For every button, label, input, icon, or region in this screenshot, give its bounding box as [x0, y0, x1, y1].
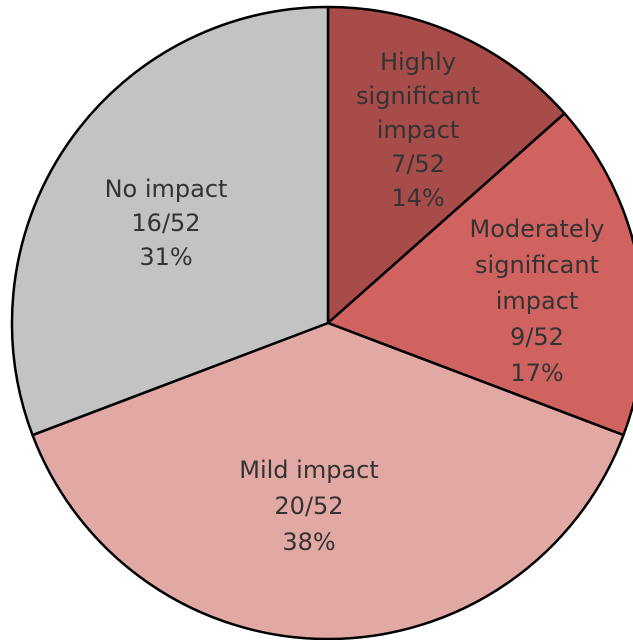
slice-label-line: 7/52 — [391, 150, 445, 178]
slice-label-line: 16/52 — [131, 209, 200, 237]
slice-label-line: Moderately — [469, 215, 604, 243]
pie-slice-mild-impact — [31, 321, 625, 640]
pie-slices — [10, 5, 633, 640]
slice-label-no-impact: No impact 16/52 31% — [105, 175, 228, 271]
slice-label-line: impact — [496, 287, 579, 315]
slice-label-line: significant — [356, 82, 480, 110]
slice-label-mild-impact: Mild impact 20/52 38% — [239, 456, 379, 556]
slice-label-line: 9/52 — [510, 323, 564, 351]
slice-label-line: Highly — [380, 48, 456, 76]
slice-label-line: 17% — [510, 359, 563, 387]
slice-label-highly-significant-impact: Highly significant impact 7/52 14% — [356, 48, 480, 212]
slice-label-line: 14% — [391, 184, 444, 212]
slice-label-line: 38% — [282, 528, 335, 556]
slice-label-line: 20/52 — [274, 492, 343, 520]
slice-label-line: 31% — [139, 243, 192, 271]
slice-label-moderately-significant-impact: Moderately significant impact 9/52 17% — [469, 215, 604, 387]
pie-slice-highly-significant-impact — [326, 5, 566, 325]
slice-label-line: No impact — [105, 175, 228, 203]
slice-label-line: significant — [475, 251, 599, 279]
slice-label-line: impact — [377, 116, 460, 144]
pie-slice-no-impact — [10, 5, 330, 437]
pie-labels: Highly significant impact 7/52 14% Moderately… — [105, 48, 605, 556]
pie-slice-moderately-significant-impact — [326, 112, 633, 437]
slice-label-line: Mild impact — [239, 456, 379, 484]
